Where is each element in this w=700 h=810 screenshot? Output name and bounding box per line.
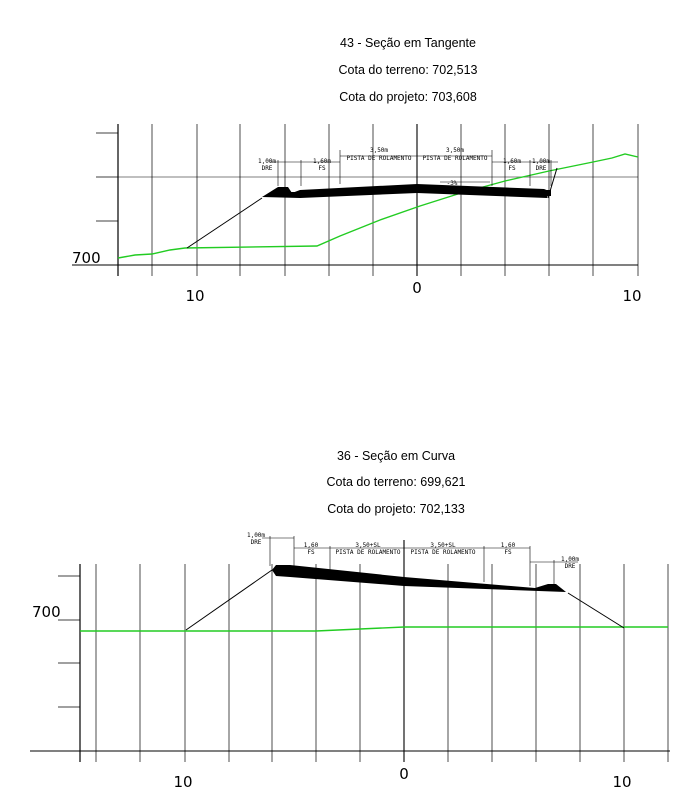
dim-dre-left-sub: DRE [262, 165, 273, 172]
dim-fs-left: 1,60m [313, 158, 331, 165]
dim-lane-left-sub: PISTA DE ROLAMENTO [335, 549, 400, 556]
section-title: 36 - Seção em Curva [337, 449, 455, 463]
terrain-line [117, 153, 639, 259]
dim-fs-right-sub: FS [504, 549, 512, 556]
dim-fs-left-sub: FS [318, 165, 326, 172]
offset-label-center: 0 [412, 279, 422, 297]
dim-dre-left-sub: DRE [251, 539, 262, 546]
dim-lane-right: 3,50+SL [430, 542, 456, 549]
embankment [185, 569, 625, 631]
dimension-lines [270, 150, 558, 186]
offset-label-center: 0 [399, 765, 409, 783]
design-level: Cota do projeto: 703,608 [339, 90, 477, 104]
dim-dre-right-sub: DRE [565, 563, 576, 570]
dim-lane-left: 3,50m [370, 147, 388, 154]
grid [30, 540, 670, 762]
offset-label-left: 10 [173, 773, 192, 791]
dimension-lines [262, 536, 578, 586]
section-tangent: 43 - Seção em Tangente Cota do terreno: … [72, 36, 642, 305]
offset-label-left: 10 [185, 287, 204, 305]
dim-fs-right: 1,60m [503, 158, 521, 165]
section-curve: 36 - Seção em Curva Cota do terreno: 699… [30, 449, 670, 791]
dim-fs-left: 1,60 [304, 542, 319, 549]
dim-fs-left-sub: FS [307, 549, 315, 556]
dim-lane-left: 3,50+SL [355, 542, 381, 549]
elevation-label: 700 [32, 603, 61, 621]
road-platform [272, 565, 566, 592]
dim-dre-left: 1,00m [258, 158, 276, 165]
terrain-level: Cota do terreno: 702,513 [339, 63, 478, 77]
design-level: Cota do projeto: 702,133 [327, 502, 465, 516]
dim-lane-right-sub: PISTA DE ROLAMENTO [410, 549, 475, 556]
offset-label-right: 10 [612, 773, 631, 791]
slope-label: -3% [447, 180, 458, 187]
elevation-label: 700 [72, 249, 101, 267]
grid [72, 124, 639, 276]
terrain-level: Cota do terreno: 699,621 [327, 475, 466, 489]
road-platform [262, 184, 551, 198]
terrain-line [80, 626, 668, 632]
embankment [186, 167, 558, 249]
dim-fs-right-sub: FS [508, 165, 516, 172]
dim-lane-right-sub: PISTA DE ROLAMENTO [422, 155, 487, 162]
dim-lane-right: 3,50m [446, 147, 464, 154]
dim-dre-right: 1,00m [561, 556, 579, 563]
dim-dre-right-sub: DRE [536, 165, 547, 172]
dim-lane-left-sub: PISTA DE ROLAMENTO [346, 155, 411, 162]
dim-dre-right: 1,00m [532, 158, 550, 165]
dim-dre-left: 1,00m [247, 532, 265, 539]
dim-fs-right: 1,60 [501, 542, 516, 549]
section-title: 43 - Seção em Tangente [340, 36, 476, 50]
offset-label-right: 10 [622, 287, 641, 305]
